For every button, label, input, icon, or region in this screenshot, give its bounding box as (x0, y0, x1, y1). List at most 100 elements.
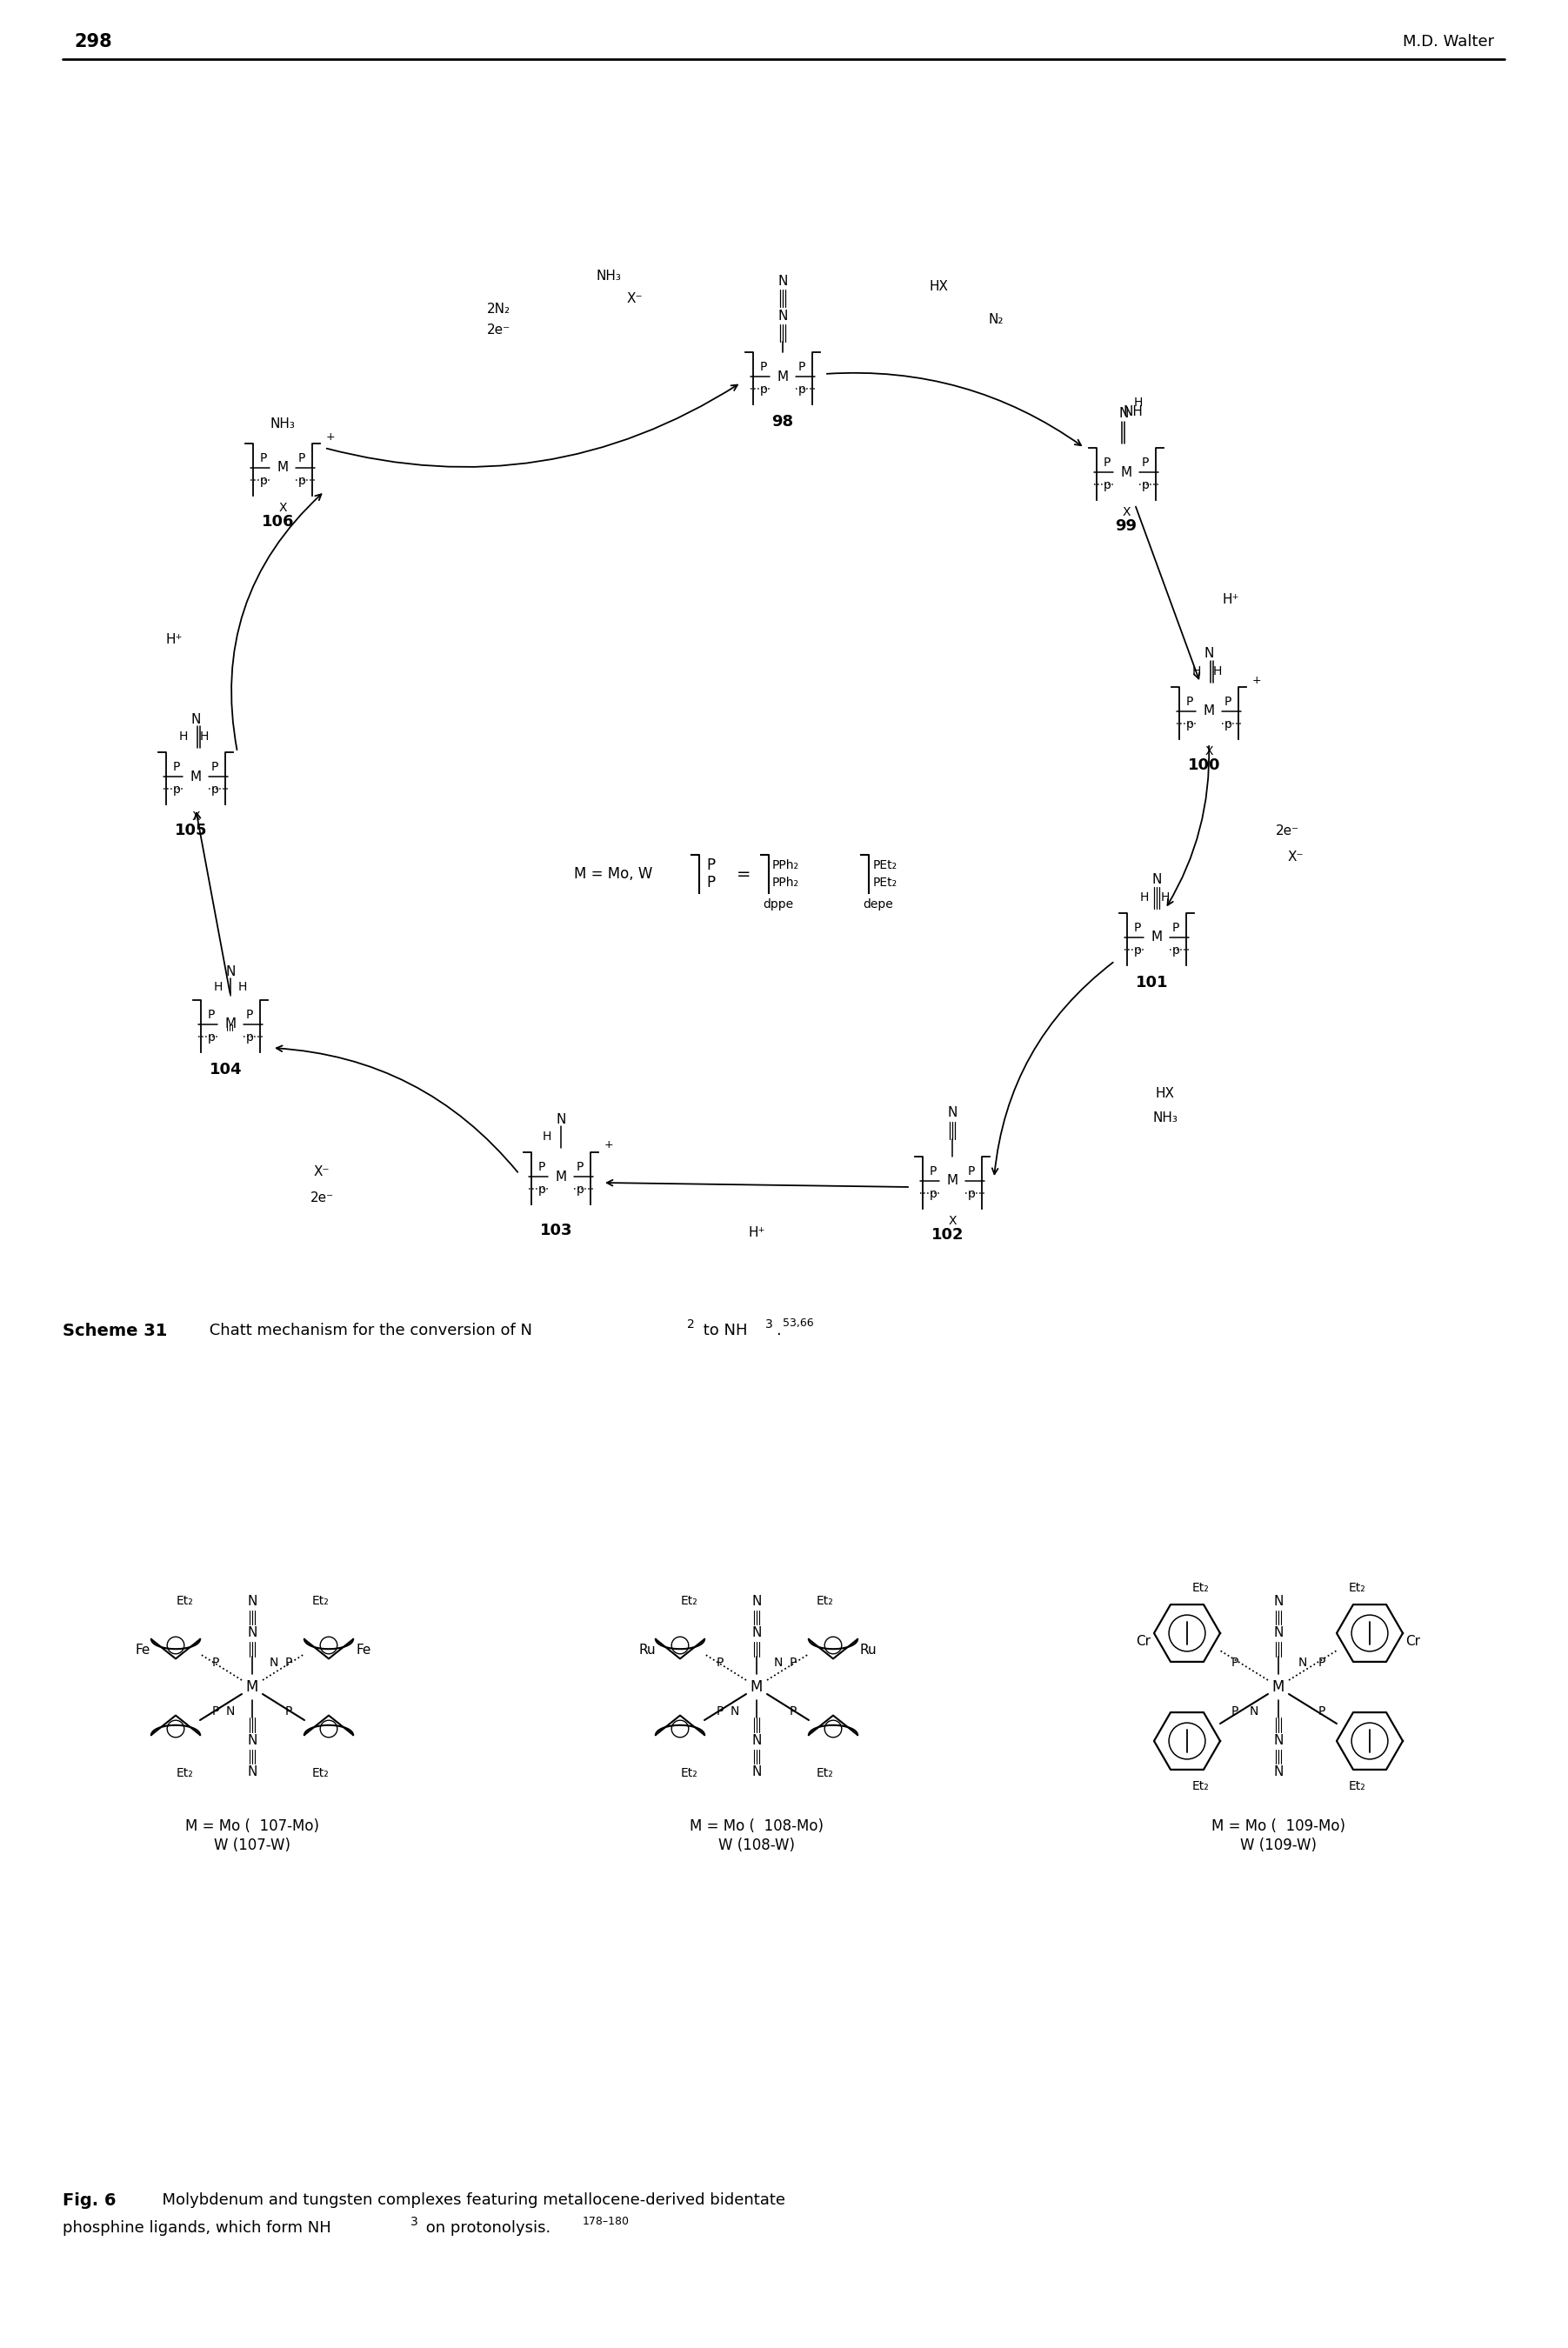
Text: P: P (298, 453, 306, 465)
Text: H: H (1134, 397, 1143, 409)
Text: M.D. Walter: M.D. Walter (1403, 33, 1494, 49)
Text: M: M (555, 1169, 566, 1183)
Text: to NH: to NH (698, 1322, 748, 1338)
Text: H: H (238, 981, 248, 993)
Text: N: N (751, 1766, 762, 1780)
Text: N: N (947, 1106, 956, 1120)
Text: P: P (1231, 1705, 1239, 1716)
Text: 103: 103 (541, 1223, 572, 1237)
Text: 104: 104 (210, 1061, 243, 1078)
Text: 2e⁻: 2e⁻ (310, 1193, 334, 1205)
Text: p: p (1104, 479, 1112, 491)
Text: P: P (212, 1658, 220, 1669)
Text: M = Mo, W: M = Mo, W (574, 866, 652, 883)
Text: 2e⁻: 2e⁻ (1275, 824, 1298, 836)
Text: p: p (967, 1188, 975, 1200)
Text: Et₂: Et₂ (1348, 1583, 1366, 1594)
Text: P: P (967, 1165, 975, 1176)
Text: PEt₂: PEt₂ (873, 876, 897, 890)
Text: Cr: Cr (1406, 1634, 1421, 1648)
Text: 53,66: 53,66 (782, 1317, 814, 1329)
Text: M: M (778, 371, 789, 383)
Text: X⁻: X⁻ (627, 294, 643, 305)
Text: P: P (285, 1658, 292, 1669)
Text: M: M (278, 460, 289, 474)
Text: Et₂: Et₂ (815, 1768, 833, 1780)
Text: P: P (717, 1705, 724, 1716)
Text: N: N (1273, 1735, 1283, 1747)
Text: 3: 3 (765, 1317, 773, 1331)
Text: HX: HX (1156, 1087, 1174, 1101)
Text: H: H (1192, 664, 1201, 679)
Text: X⁻: X⁻ (314, 1165, 329, 1179)
Text: H: H (543, 1129, 552, 1143)
Text: N: N (248, 1766, 257, 1780)
Text: p: p (798, 383, 806, 397)
Text: Fig. 6: Fig. 6 (63, 2193, 116, 2209)
Text: P: P (260, 453, 267, 465)
Text: M: M (190, 770, 201, 784)
Text: N: N (1250, 1705, 1259, 1716)
Text: P: P (790, 1705, 797, 1716)
Text: =: = (737, 866, 751, 883)
Text: X: X (1204, 744, 1214, 758)
Text: p: p (298, 474, 306, 486)
Text: P: P (172, 761, 180, 772)
Text: N: N (775, 1658, 782, 1669)
Text: M: M (751, 1679, 764, 1695)
Text: Et₂: Et₂ (1192, 1583, 1209, 1594)
Text: NH: NH (1123, 404, 1143, 418)
Text: M: M (246, 1679, 259, 1695)
Text: P: P (1104, 456, 1110, 470)
Text: p: p (930, 1188, 938, 1200)
Text: Et₂: Et₂ (681, 1594, 698, 1606)
Text: M: M (1272, 1679, 1284, 1695)
Text: P: P (1134, 923, 1142, 935)
Text: M: M (1121, 465, 1132, 479)
Text: 3: 3 (411, 2217, 419, 2228)
Text: p: p (538, 1183, 546, 1195)
Text: Molybdenum and tungsten complexes featuring metallocene-derived bidentate: Molybdenum and tungsten complexes featur… (152, 2193, 786, 2207)
Text: 298: 298 (74, 33, 111, 49)
Text: H⁺: H⁺ (748, 1226, 765, 1240)
Text: N: N (751, 1594, 762, 1608)
Text: W (107-W): W (107-W) (213, 1838, 290, 1853)
Text: M: M (1203, 704, 1215, 718)
Text: N₂: N₂ (988, 315, 1004, 326)
Text: PPh₂: PPh₂ (771, 876, 798, 890)
Text: P: P (706, 876, 715, 890)
Text: p: p (1225, 718, 1232, 730)
Text: N: N (270, 1658, 279, 1669)
Text: p: p (260, 474, 268, 486)
Text: N: N (191, 714, 201, 726)
Text: .: . (776, 1322, 781, 1338)
Text: P: P (717, 1658, 724, 1669)
Text: p: p (1142, 479, 1149, 491)
Text: P: P (577, 1160, 583, 1174)
Text: N: N (778, 275, 787, 286)
Text: P: P (212, 1705, 220, 1716)
Text: depe: depe (864, 899, 894, 911)
Text: X: X (1123, 507, 1131, 519)
Text: N: N (226, 965, 235, 977)
Text: H⁺: H⁺ (166, 632, 182, 646)
Text: phosphine ligands, which form NH: phosphine ligands, which form NH (63, 2221, 331, 2235)
Text: on protonolysis.: on protonolysis. (420, 2221, 550, 2235)
Text: P: P (706, 857, 715, 873)
Text: M: M (1151, 930, 1162, 944)
Text: 100: 100 (1189, 758, 1221, 772)
Text: p: p (1185, 718, 1193, 730)
Text: p: p (207, 1031, 215, 1043)
Text: Fe: Fe (356, 1644, 372, 1655)
Text: dppe: dppe (764, 899, 793, 911)
Text: P: P (1231, 1658, 1239, 1669)
Text: p: p (212, 784, 218, 796)
Text: P: P (1173, 923, 1179, 935)
Text: X: X (949, 1214, 956, 1228)
Text: N: N (1204, 648, 1214, 660)
Text: N: N (1298, 1658, 1308, 1669)
Text: 105: 105 (176, 822, 207, 838)
Text: 98: 98 (771, 413, 793, 430)
Text: X: X (191, 810, 199, 822)
Text: N: N (1118, 406, 1129, 420)
